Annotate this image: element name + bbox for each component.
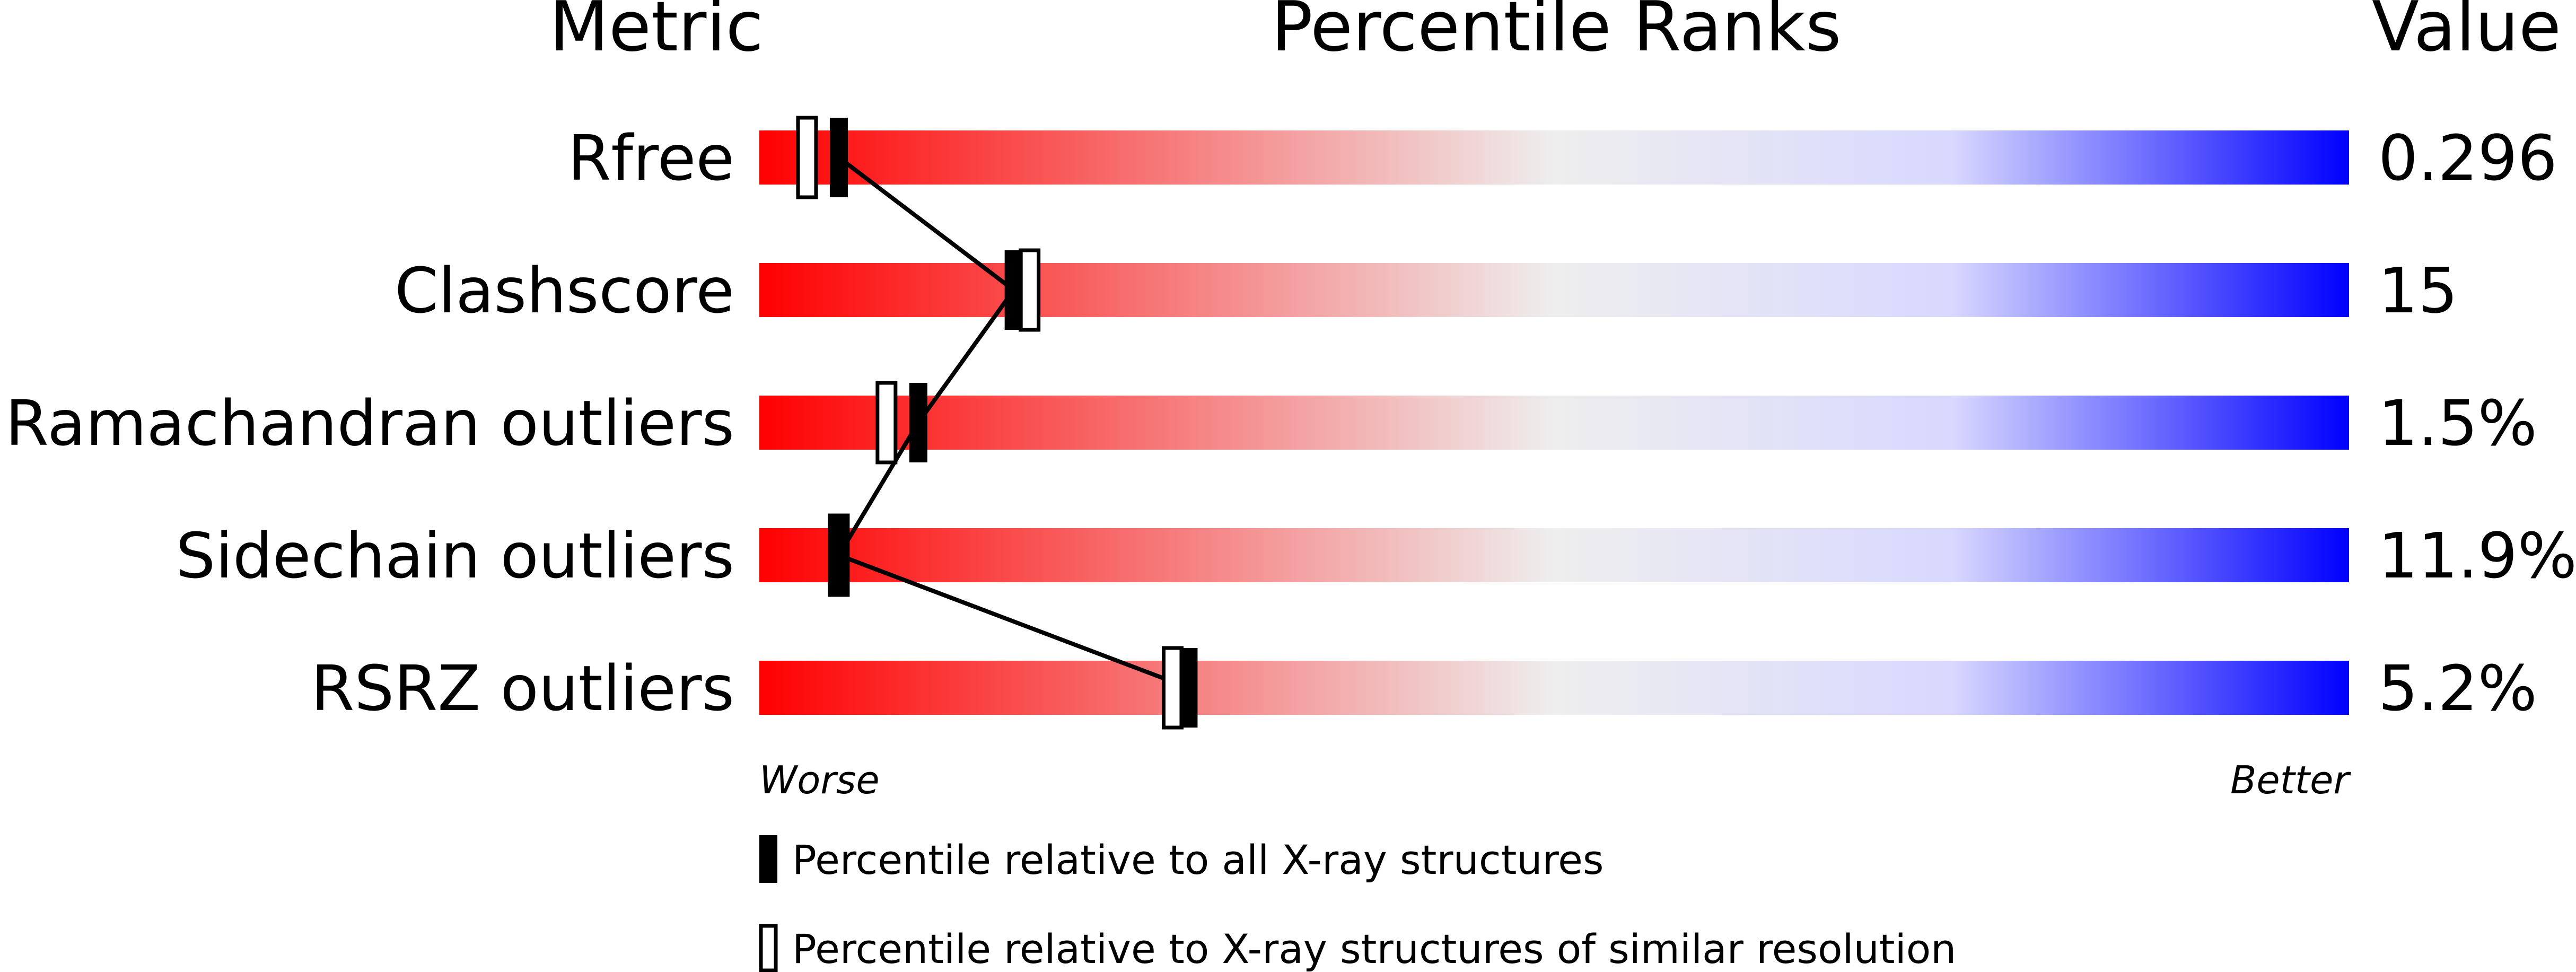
metric-label-rfree: Rfree [567,121,734,195]
metric-value-sidechain-outliers: 11.9% [2378,519,2576,592]
percentile-bar-ramachandran-outliers [759,396,2349,450]
percentile-markers [796,116,1198,730]
percentile-bar-sidechain-outliers [759,528,2349,582]
all-structures-marker-rsrz-outliers [1179,648,1198,728]
similar-resolution-marker-rfree [796,116,818,199]
all-structures-marker-sidechain-outliers [829,515,848,595]
metric-value-clashscore: 15 [2378,254,2458,327]
similar-resolution-marker-clashscore [1019,248,1041,332]
legend-label-open: Percentile relative to X-ray structures … [792,925,1956,972]
legend-label-filled: Percentile relative to all X-ray structu… [792,836,1604,883]
percentile-bar-rsrz-outliers [759,661,2349,715]
axis-worse-label: Worse [759,758,880,802]
similar-resolution-marker-rsrz-outliers [1161,646,1184,730]
axis-better-label: Better [2230,758,2351,802]
all-structures-marker-rfree [829,118,848,197]
legend-open-marker [759,924,778,972]
metric-label-ramachandran-outliers: Ramachandran outliers [5,387,734,460]
legend: Percentile relative to all X-ray structu… [759,835,1956,972]
metric-label-clashscore: Clashscore [395,254,734,327]
similar-resolution-marker-ramachandran-outliers [875,381,898,465]
metric-label-rsrz-outliers: RSRZ outliers [311,652,734,725]
metric-label-sidechain-outliers: Sidechain outliers [176,519,734,592]
chart-title: Percentile Ranks [1271,0,1841,67]
metric-value-rfree: 0.296 [2378,121,2557,195]
metric-rows: Rfree 0.296 Clashscore 15 Ramachandran outli… [5,121,2576,725]
legend-filled-marker [759,835,777,883]
metric-column-header: Metric [549,0,764,67]
percentile-bar-rfree [759,130,2349,185]
metric-value-rsrz-outliers: 5.2% [2378,652,2537,725]
all-structures-marker-clashscore [1004,250,1023,330]
all-structures-marker-ramachandran-outliers [909,383,927,462]
metric-value-ramachandran-outliers: 1.5% [2378,387,2537,460]
value-column-header: Value [2372,0,2561,67]
